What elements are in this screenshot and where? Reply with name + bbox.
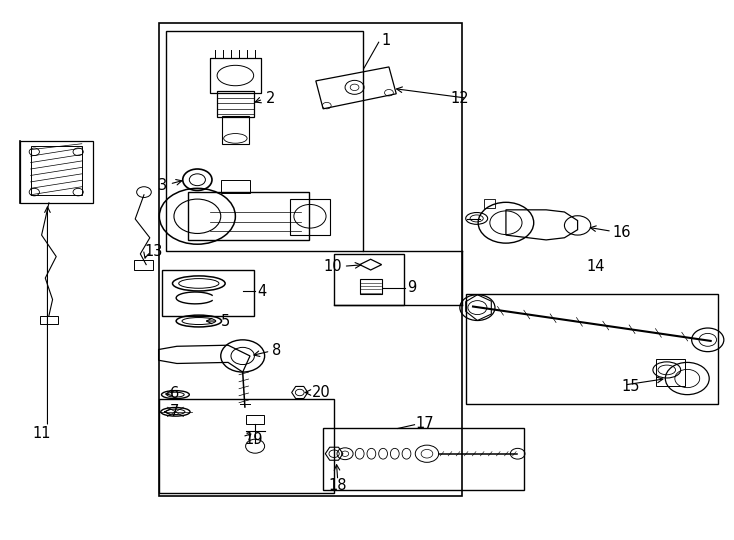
Bar [159,399,334,493]
Bar [465,294,718,404]
Bar [217,91,254,117]
Text: 3: 3 [158,178,167,193]
Text: 6: 6 [170,386,179,401]
Text: 7: 7 [170,404,179,420]
Bar [290,199,330,235]
Text: 11: 11 [32,427,51,441]
Text: 14: 14 [586,259,605,274]
Bar [188,192,308,240]
Bar [159,23,462,496]
Text: 19: 19 [244,431,263,447]
Text: 5: 5 [221,314,230,328]
Bar [166,31,363,251]
Bar [247,415,264,424]
Bar [20,141,92,203]
Text: 10: 10 [324,259,342,274]
Text: 12: 12 [451,91,469,106]
Bar [323,428,524,490]
Text: 18: 18 [329,478,347,494]
Bar [134,260,153,270]
Bar [162,270,254,316]
Bar [221,180,250,193]
Text: 1: 1 [382,32,391,48]
Bar [40,316,58,323]
Text: 20: 20 [312,385,331,400]
Text: 2: 2 [266,91,275,106]
Bar [210,58,261,93]
Text: 15: 15 [622,379,640,394]
Text: 4: 4 [258,284,266,299]
Text: 13: 13 [144,244,162,259]
Bar [360,279,382,294]
Text: 16: 16 [613,225,631,240]
Bar [31,146,81,195]
Text: 17: 17 [415,416,434,430]
Bar [222,116,249,144]
Text: 9: 9 [407,280,416,295]
Bar [334,254,404,305]
Text: 8: 8 [272,343,281,358]
Bar [484,199,495,208]
Bar [656,359,685,386]
